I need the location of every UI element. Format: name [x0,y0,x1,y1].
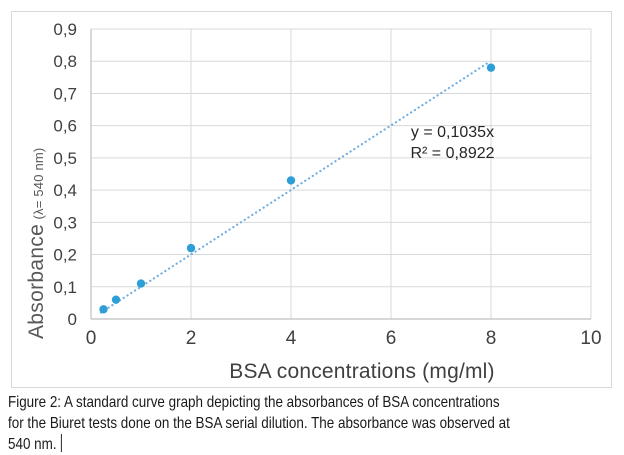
caption-line: 540 nm. [8,434,624,455]
y-axis-title-main: Absorbance [25,223,48,339]
x-axis-title: BSA concentrations (mg/ml) [229,360,495,383]
data-point[interactable] [136,279,146,288]
data-point[interactable] [186,243,196,253]
data-point[interactable] [99,305,108,314]
x-tick-label: 0 [86,328,97,349]
y-tick-label: 0,6 [53,117,77,136]
y-axis-title: Absorbance (λ= 540 nm) [25,148,49,339]
y-tick-label: 0,9 [53,20,77,39]
y-tick-label: 0,5 [53,149,77,168]
trendline[interactable] [99,62,489,314]
data-point[interactable] [286,176,296,185]
figure-caption[interactable]: Figure 2: A standard curve graph depicti… [8,392,624,455]
y-tick-label: 0,2 [53,246,77,265]
y-axis-title-sub: (λ= 540 nm) [31,147,46,220]
x-tick-label: 8 [486,328,497,349]
equation-text: y = 0,1035x [410,124,495,141]
y-tick-label: 0,1 [53,278,77,297]
y-tick-label: 0 [68,310,77,329]
y-tick-label: 0,3 [53,213,77,232]
text-cursor [60,434,63,452]
trendline-equation[interactable]: y = 0,1035x R² = 0,8922 [387,122,518,164]
y-tick-label: 0,8 [53,52,77,71]
y-tick-label: 0,4 [53,181,77,200]
x-tick-label: 2 [186,328,197,349]
data-point[interactable] [111,295,121,304]
caption-line: Figure 2: A standard curve graph depicti… [8,394,500,411]
plot-svg: 0 0,1 0,2 0,3 0,4 0,5 0,6 0,7 0,8 0,9 0 2 4 6 8 10 [53,20,601,349]
x-tick-label: 4 [286,328,297,349]
r-squared-text: R² = 0,8922 [410,145,495,162]
caption-line: for the Biuret tests done on the BSA ser… [8,415,510,432]
y-tick-label: 0,7 [53,84,77,103]
data-point[interactable] [486,63,496,72]
x-tick-label: 10 [580,328,601,349]
caption-line-text: 540 nm. [8,436,57,453]
chart-figure[interactable]: 0 0,1 0,2 0,3 0,4 0,5 0,6 0,7 0,8 0,9 0 2 4 6 8 10 Abso… [11,11,612,388]
x-tick-label: 6 [386,328,397,349]
